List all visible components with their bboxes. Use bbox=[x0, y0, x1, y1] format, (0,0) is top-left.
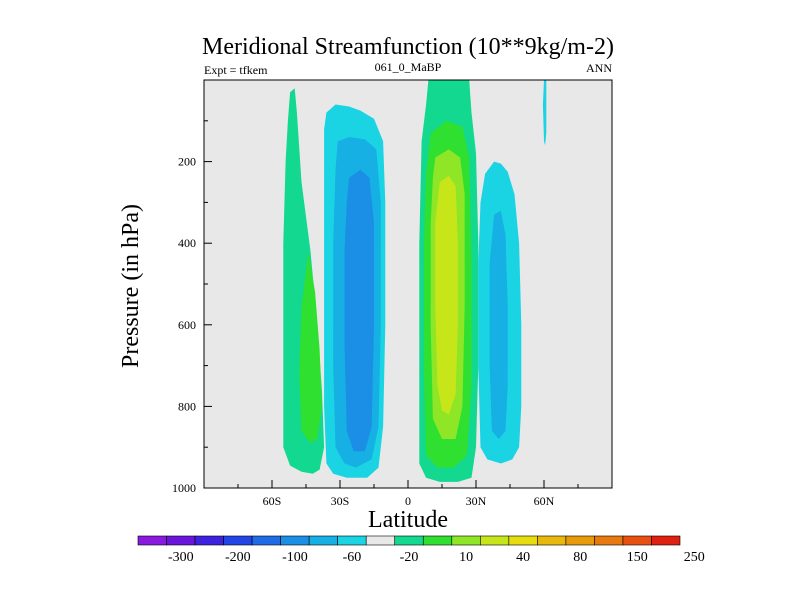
colorbar-label: -20 bbox=[400, 550, 419, 565]
colorbar-box bbox=[365, 535, 396, 546]
x-tick-label: 60N bbox=[534, 494, 555, 508]
colorbar-box bbox=[223, 535, 253, 546]
colorbar-box bbox=[480, 535, 510, 546]
colorbar-label: 80 bbox=[573, 550, 587, 565]
colorbar-box bbox=[280, 535, 310, 546]
nh-upper-streak bbox=[542, 80, 547, 146]
x-tick-label: 0 bbox=[405, 494, 411, 508]
colorbar-label: -200 bbox=[225, 550, 251, 565]
colorbar-box bbox=[137, 535, 167, 546]
colorbar-label: -300 bbox=[168, 550, 194, 565]
colorbar-box bbox=[622, 535, 652, 546]
nh-ferrel-cell-core bbox=[489, 210, 508, 439]
y-tick-label: 400 bbox=[178, 236, 196, 250]
colorbar-label: 40 bbox=[516, 550, 530, 565]
colorbar-box bbox=[194, 535, 224, 546]
axis-ticks: 60S 30S 0 30N 60N 200 400 600 800 1000 bbox=[172, 120, 579, 508]
y-tick-label: 600 bbox=[178, 318, 196, 332]
colorbar-box bbox=[537, 535, 567, 546]
colorbar-box bbox=[451, 535, 481, 546]
colorbar-box bbox=[508, 535, 538, 546]
colorbar-label: -100 bbox=[282, 550, 308, 565]
left-label: Expt = tfkem bbox=[204, 63, 268, 77]
x-tick-label: 30N bbox=[466, 494, 487, 508]
colorbar-box bbox=[594, 535, 624, 546]
colorbar-box bbox=[251, 535, 281, 546]
y-tick-label: 1000 bbox=[172, 481, 196, 495]
colorbar-box bbox=[337, 535, 367, 546]
x-tick-label: 30S bbox=[331, 494, 350, 508]
sh-ferrel-cell-core bbox=[344, 169, 374, 452]
x-tick-label: 60S bbox=[263, 494, 282, 508]
plot-background bbox=[204, 80, 612, 488]
sh-polar-cell-core bbox=[299, 251, 322, 444]
plot-area: 60S 30S 0 30N 60N 200 400 600 800 1000 bbox=[172, 79, 613, 508]
colorbar-label: 250 bbox=[684, 550, 705, 565]
center-label: 061_0_MaBP bbox=[375, 60, 442, 74]
colorbar-box bbox=[422, 535, 453, 546]
chart-title: Meridional Streamfunction (10**9kg/m-2) bbox=[202, 34, 614, 60]
colorbar-box bbox=[166, 535, 196, 546]
x-axis-label: Latitude bbox=[368, 507, 448, 533]
contour-fills bbox=[283, 80, 547, 482]
hadley-cell-core bbox=[435, 175, 458, 415]
colorbar-label: -60 bbox=[343, 550, 362, 565]
colorbar-label: 150 bbox=[627, 550, 648, 565]
colorbar-box bbox=[651, 535, 681, 546]
colorbar-label: 10 bbox=[459, 550, 473, 565]
colorbar-box bbox=[394, 535, 424, 546]
y-tick-label: 800 bbox=[178, 399, 196, 413]
colorbar-box bbox=[308, 535, 338, 546]
y-axis-label: Pressure (in hPa) bbox=[118, 204, 144, 368]
colorbar-box bbox=[565, 535, 595, 546]
colorbar: -300 -200 -100 -60 -20 10 40 80 150 250 bbox=[137, 535, 705, 565]
y-tick-label: 200 bbox=[178, 155, 196, 169]
right-label: ANN bbox=[586, 61, 612, 75]
